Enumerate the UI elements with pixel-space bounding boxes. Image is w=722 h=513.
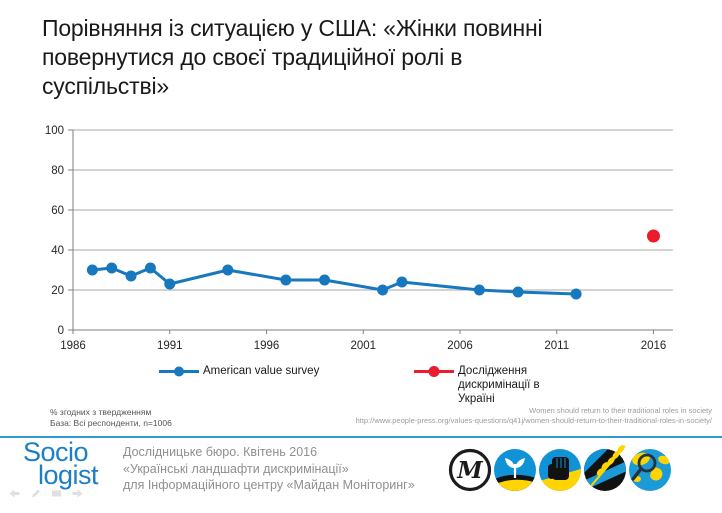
svg-text:2011: 2011 [544, 340, 569, 352]
svg-text:1991: 1991 [157, 340, 183, 352]
svg-text:2006: 2006 [447, 340, 473, 352]
svg-text:40: 40 [51, 245, 64, 257]
wheat-logo [584, 445, 626, 491]
legend-item-ukraine-study: Дослідження дискримінації в Україні [413, 364, 563, 406]
source-url: http://www.people-press.org/values-quest… [355, 415, 712, 425]
footnote-measure-line: % згодних з твердженням [50, 407, 152, 417]
sprout-field-logo [494, 449, 536, 491]
partner-logos: M [448, 445, 672, 492]
svg-text:100: 100 [45, 125, 64, 137]
svg-text:2001: 2001 [350, 340, 376, 352]
sociologist-logo: Socio logist [23, 437, 99, 490]
svg-text:1996: 1996 [254, 340, 280, 352]
logo-line-2: logist [38, 460, 99, 490]
footer-credits: Дослідницьке бюро. Квітень 2016 «Українс… [123, 444, 415, 494]
credit-line-2: «Українські ландшафти дискримінації» [123, 461, 349, 476]
svg-text:M: M [456, 457, 484, 484]
svg-text:80: 80 [51, 165, 64, 177]
pencil-icon[interactable] [29, 487, 42, 500]
footnote-base: % згодних з твердженням База: Всі респон… [50, 407, 172, 428]
maidan-m-logo: M [448, 448, 492, 492]
globe-magnifier-logo [629, 449, 671, 491]
svg-text:2016: 2016 [641, 340, 667, 352]
line-chart: 0 20 40 60 80 100 1986 1991 1996 2001 2006 2011 2016 [45, 125, 673, 352]
credit-line-1: Дослідницьке бюро. Квітень 2016 [123, 445, 318, 459]
footnote-base-line: База: Всі респонденти, n=1006 [50, 417, 172, 428]
logo-line-1: Socio [23, 437, 89, 467]
slide-title: Порівняння із ситуацією у США: «Жінки по… [42, 15, 543, 99]
legend-label: American value survey [203, 365, 320, 377]
forward-arrow-icon[interactable] [71, 487, 84, 500]
legend-marker-red [414, 366, 454, 377]
svg-text:1986: 1986 [60, 340, 86, 352]
back-arrow-icon[interactable] [8, 487, 21, 500]
legend-item-american-value-survey: American value survey [158, 364, 319, 378]
svg-text:20: 20 [51, 285, 64, 297]
svg-text:60: 60 [51, 205, 64, 217]
footer-divider [0, 436, 722, 438]
source-note: Women should return to their traditional… [356, 406, 712, 425]
source-title: Women should return to their traditional… [529, 406, 712, 415]
svg-text:0: 0 [58, 325, 64, 337]
legend-label: Дослідження дискримінації в Україні [458, 365, 540, 405]
presenter-nav [8, 487, 84, 500]
credit-line-3: для Інформаційного центру «Майдан Моніто… [123, 478, 415, 492]
screen-icon[interactable] [50, 487, 63, 500]
legend-marker-blue [159, 366, 199, 377]
fist-logo [539, 449, 581, 491]
